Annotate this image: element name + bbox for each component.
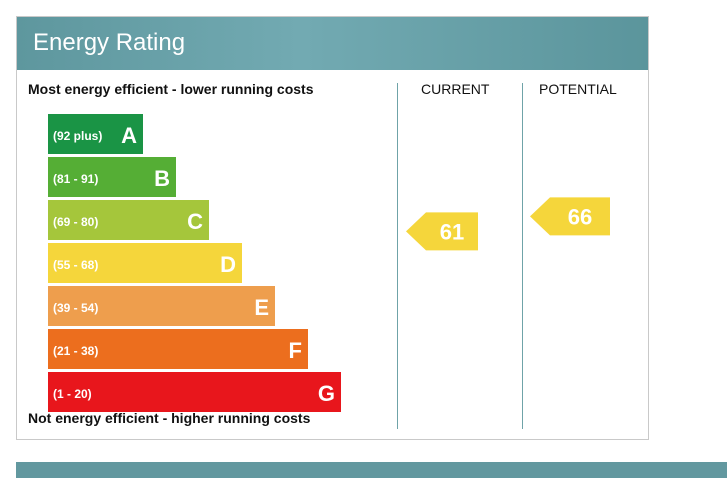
band-e-letter: E [254, 295, 269, 320]
inefficient-label: Not energy efficient - higher running co… [28, 410, 311, 426]
band-f-letter: F [289, 338, 302, 363]
band-d [48, 243, 242, 283]
band-e [48, 286, 275, 326]
band-e-range: (39 - 54) [53, 301, 98, 315]
current-rating-value: 61 [440, 219, 464, 244]
band-a-range: (92 plus) [53, 129, 102, 143]
band-b-range: (81 - 91) [53, 172, 98, 186]
band-c [48, 200, 209, 240]
band-g-range: (1 - 20) [53, 387, 92, 401]
potential-column-header: POTENTIAL [539, 81, 617, 97]
potential-rating-marker [530, 197, 610, 236]
band-c-letter: C [187, 209, 203, 234]
rating-chart-svg: (92 plus) A (81 - 91) B (69 - 80) C (55 - 68) D… [48, 114, 610, 412]
band-a-letter: A [121, 123, 137, 148]
potential-rating-value: 66 [568, 204, 592, 229]
band-g-letter: G [318, 381, 335, 406]
footer-bar [16, 462, 727, 478]
band-d-letter: D [220, 252, 236, 277]
current-column-divider [397, 83, 398, 429]
band-g [48, 372, 341, 412]
energy-rating-panel: Energy Rating Most energy efficient - lo… [16, 16, 649, 440]
band-d-range: (55 - 68) [53, 258, 98, 272]
band-f [48, 329, 308, 369]
band-c-range: (69 - 80) [53, 215, 98, 229]
band-f-range: (21 - 38) [53, 344, 98, 358]
current-column-header: CURRENT [421, 81, 490, 97]
efficient-label: Most energy efficient - lower running co… [28, 81, 314, 97]
band-a [48, 114, 143, 154]
current-rating-marker [406, 212, 478, 251]
band-b [48, 157, 176, 197]
panel-header: Energy Rating [17, 17, 648, 70]
band-b-letter: B [154, 166, 170, 191]
potential-column-divider [522, 83, 523, 429]
panel-title: Energy Rating [33, 29, 186, 56]
